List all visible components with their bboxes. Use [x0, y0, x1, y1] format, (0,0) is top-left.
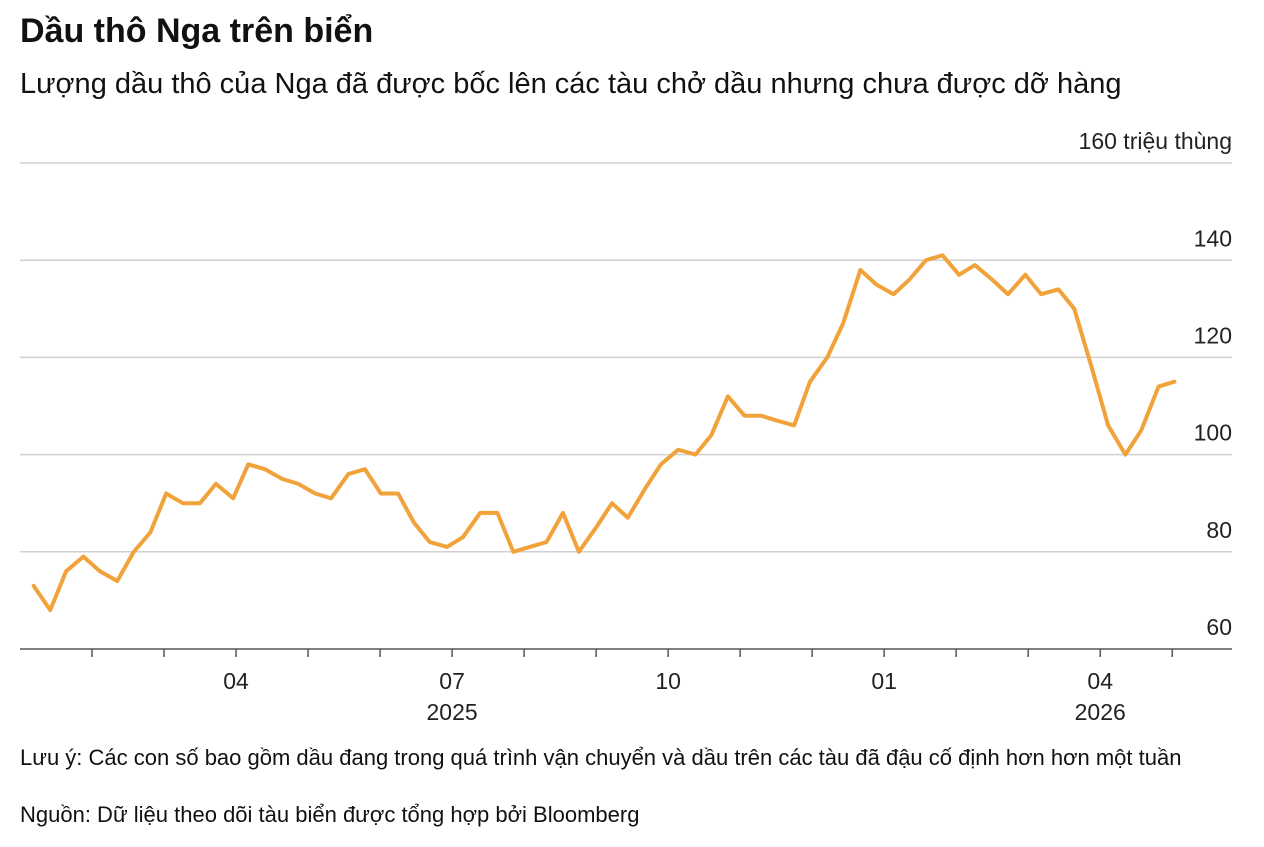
source: Nguồn: Dữ liệu theo dõi tàu biển được tổ…: [20, 802, 640, 827]
y-tick-label: 140: [1194, 225, 1232, 251]
y-tick-label: 80: [1206, 517, 1232, 543]
note: Lưu ý: Các con số bao gồm dầu đang trong…: [20, 745, 1182, 770]
x-tick-label: 07: [439, 668, 465, 694]
y-tick-label: 160 triệu thùng: [1079, 128, 1232, 154]
x-tick-label: 04: [223, 668, 249, 694]
year-label: 2025: [426, 699, 477, 725]
year-label: 2026: [1075, 699, 1126, 725]
chart-title: Dầu thô Nga trên biển: [20, 12, 374, 50]
x-tick-label: 01: [871, 668, 897, 694]
chart-subtitle: Lượng dầu thô của Nga đã được bốc lên cá…: [20, 68, 1122, 100]
data-line: [31, 253, 1177, 613]
y-tick-label: 120: [1194, 322, 1232, 348]
x-tick-label: 10: [655, 668, 681, 694]
chart: 60 80 100 120 140 160 triệu thùng 04 07 10 01 04 20…: [20, 128, 1232, 725]
y-tick-label: 100: [1194, 420, 1232, 446]
x-tick-label: 04: [1087, 668, 1113, 694]
y-tick-label: 60: [1206, 614, 1232, 640]
